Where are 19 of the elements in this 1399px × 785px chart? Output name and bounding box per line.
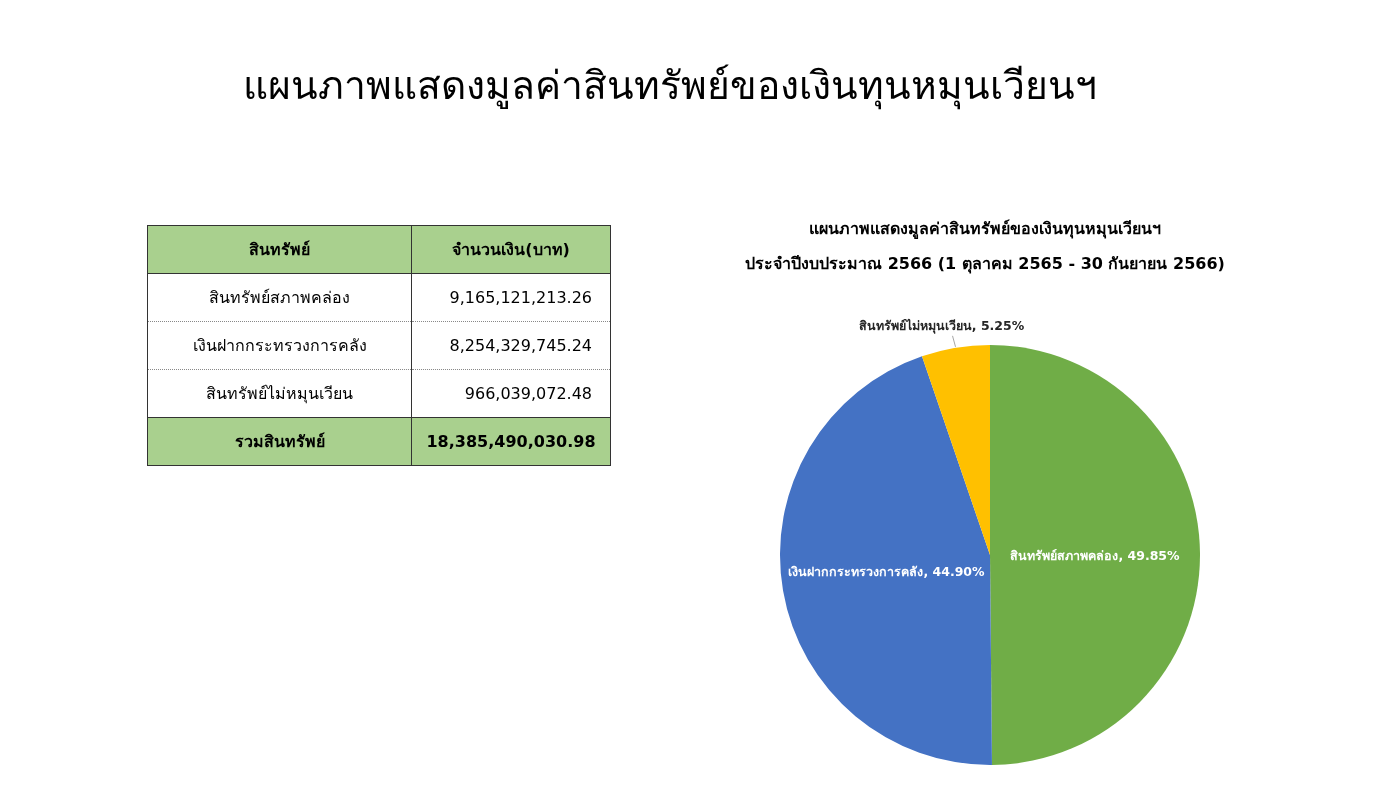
text: 18,385,490,030.98 bbox=[426, 432, 596, 451]
category-label: สินทรัพย์สภาพคล่อง bbox=[147, 273, 412, 322]
category-label: เงินฝากกระทรวงการคลัง bbox=[147, 321, 412, 370]
text: รวมสินทรัพย์ bbox=[147, 417, 412, 466]
text: สินทรัพย์ bbox=[147, 225, 412, 274]
text: จำนวนเงิน(บาท) bbox=[411, 225, 611, 274]
pie-slice bbox=[921, 345, 990, 555]
text: แผนภาพแสดงมูลค่าสินทรัพย์ของเงินทุนหมุนเวียนฯ bbox=[242, 62, 1097, 112]
chart-subtitle: ประจำปีงบประมาณ 2566 (1 ตุลาคม 2565 - 30 กันยายน 2566) bbox=[745, 253, 1225, 276]
text: 9,165,121,213.26 bbox=[449, 288, 592, 307]
slice-label: สินทรัพย์ไม่หมุนเวียน, 5.25% bbox=[858, 317, 1025, 334]
slice-label: เงินฝากกระทรวงการคลัง, 44.90% bbox=[788, 563, 986, 579]
slice-label: สินทรัพย์สภาพคล่อง, 49.85% bbox=[1010, 547, 1181, 563]
text: 8,254,329,745.24 bbox=[449, 336, 592, 355]
category-label: สินทรัพย์ไม่หมุนเวียน bbox=[147, 369, 412, 418]
pie-slice bbox=[780, 356, 992, 765]
text: 966,039,072.48 bbox=[464, 384, 592, 403]
pie-slice bbox=[990, 345, 1200, 765]
chart-title: แผนภาพแสดงมูลค่าสินทรัพย์ของเงินทุนหมุนเวียนฯ bbox=[809, 218, 1161, 241]
